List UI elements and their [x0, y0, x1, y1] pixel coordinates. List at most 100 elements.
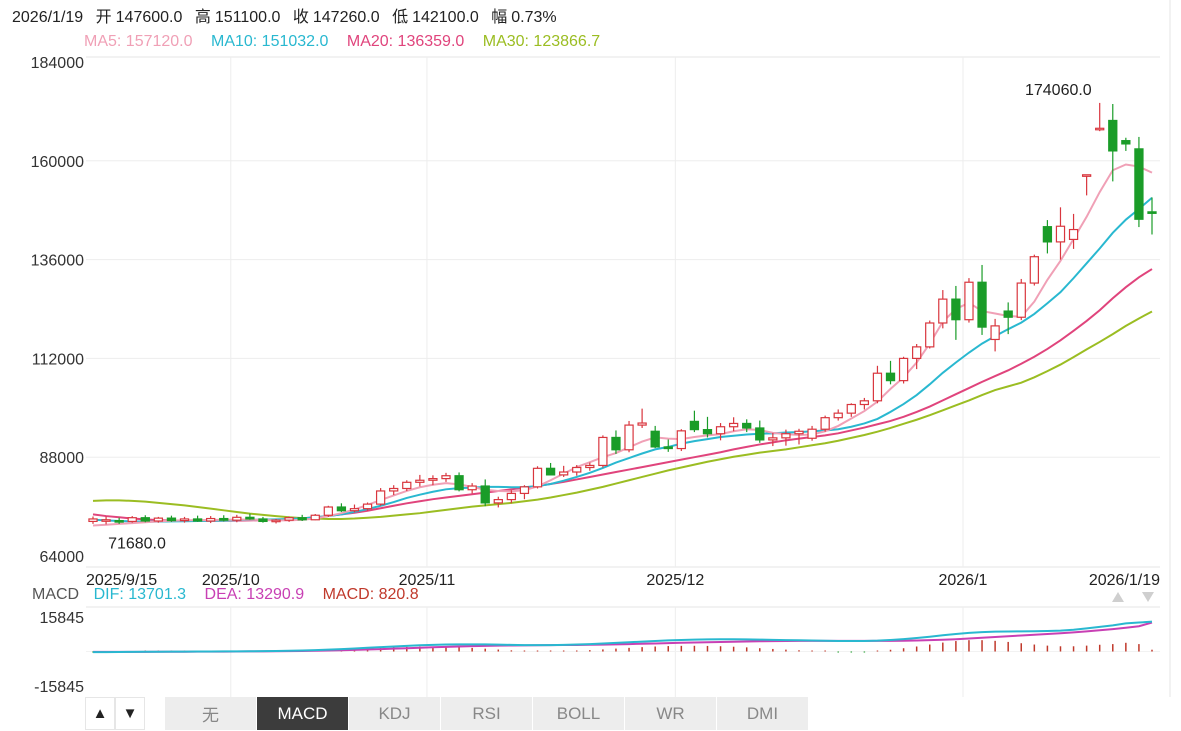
- macd-scroll-up-icon: [1112, 592, 1124, 602]
- candle-down: [114, 519, 124, 523]
- candle-up: [1095, 127, 1105, 131]
- date-tick-label: 2026/1/19: [1089, 572, 1160, 589]
- candle-down: [689, 420, 700, 431]
- ma30-line: [92, 310, 1153, 520]
- candle-up: [781, 433, 791, 439]
- candle-up: [532, 467, 543, 488]
- tab-kdj[interactable]: KDJ: [349, 697, 440, 730]
- macd-scroll-down-icon: [1142, 592, 1154, 602]
- candle-down: [219, 517, 229, 521]
- candle-down: [192, 518, 203, 522]
- candle-up: [467, 485, 477, 491]
- candle-up: [794, 430, 804, 435]
- high-value: 151100.0: [214, 9, 281, 26]
- candle-up: [153, 517, 164, 522]
- dea-line: [92, 621, 1153, 653]
- tab-rsi[interactable]: RSI: [441, 697, 532, 730]
- candle-up: [179, 518, 190, 522]
- tab-macd[interactable]: MACD: [257, 697, 348, 730]
- candle-up: [271, 519, 281, 523]
- tab-wr[interactable]: WR: [625, 697, 716, 730]
- tab-none[interactable]: 无: [165, 697, 256, 730]
- macd-indicator-name: MACD: [32, 586, 80, 603]
- candle-up: [1029, 256, 1039, 284]
- info-date: 2026/1/19: [12, 9, 84, 26]
- candle-up: [1055, 225, 1066, 243]
- price-tick-label: 184000: [31, 55, 84, 72]
- candle-up: [938, 298, 948, 324]
- ma30-legend: MA30: 123866.7: [482, 33, 601, 50]
- candle-up: [493, 499, 503, 504]
- ma5-legend: MA5: 157120.0: [84, 33, 193, 50]
- macd-tick-label: -15845: [34, 679, 84, 696]
- candle-down: [140, 517, 150, 522]
- candle-down: [545, 467, 556, 476]
- candle-up: [389, 487, 399, 492]
- candle-down: [297, 517, 307, 521]
- candle-down: [336, 506, 347, 512]
- amplitude-label: 幅: [491, 9, 508, 26]
- candle-up: [349, 508, 360, 512]
- ma10-line: [92, 196, 1153, 523]
- date-tick-label: 2025/9/15: [86, 572, 157, 589]
- candle-up: [872, 372, 883, 402]
- tab-dmi[interactable]: DMI: [717, 697, 808, 730]
- dif-line: [92, 620, 1153, 654]
- date-tick-label: 2026/1: [938, 572, 987, 589]
- min-price-label: 71680.0: [108, 535, 166, 552]
- price-tick-label: 88000: [40, 450, 85, 467]
- candle-up: [807, 428, 817, 439]
- candle-up: [323, 506, 333, 516]
- candle-up: [88, 518, 98, 523]
- candle-down: [1003, 310, 1013, 318]
- price-tick-label: 160000: [31, 154, 84, 171]
- candle-up: [284, 517, 294, 521]
- candle-up: [964, 281, 974, 321]
- candle-up: [637, 422, 647, 426]
- macd-legend: MACD DIF: 13701.3 DEA: 13290.9 MACD: 820…: [32, 586, 433, 604]
- kline-chart[interactable]: 184000 160000 136000 112000 88000 640002025/9…: [0, 0, 1181, 697]
- candle-down: [650, 430, 660, 448]
- candle-down: [885, 372, 896, 382]
- arrow-up-icon[interactable]: ▲: [85, 697, 115, 730]
- high-label: 高: [194, 9, 211, 26]
- candle-up: [728, 422, 739, 428]
- candle-down: [1121, 140, 1131, 145]
- candle-up: [676, 430, 686, 450]
- candle-up: [1068, 228, 1079, 241]
- candle-down: [454, 475, 464, 491]
- candle-up: [310, 514, 320, 521]
- candle-up: [101, 519, 111, 522]
- ma5-line: [92, 163, 1153, 527]
- tab-boll[interactable]: BOLL: [533, 697, 624, 730]
- candle-up: [559, 471, 569, 476]
- candle-down: [951, 298, 961, 321]
- candle-down: [480, 485, 490, 504]
- candle-up: [833, 412, 843, 419]
- close-label: 收: [292, 9, 309, 26]
- candle-up: [506, 492, 517, 501]
- candle-up: [362, 503, 373, 510]
- candle-down: [1147, 211, 1157, 214]
- max-price-label: 174060.0: [1025, 82, 1092, 99]
- low-label: 低: [392, 9, 409, 26]
- candle-down: [755, 427, 765, 441]
- candle-down: [702, 429, 713, 435]
- arrow-down-icon[interactable]: ▼: [115, 697, 145, 730]
- candle-down: [977, 281, 987, 328]
- candle-down: [1042, 226, 1053, 243]
- candle-down: [742, 422, 752, 429]
- candle-up: [415, 479, 425, 483]
- date-tick-label: 2025/10: [202, 572, 260, 589]
- open-value: 147600.0: [115, 9, 183, 26]
- amplitude-value: 0.73%: [511, 9, 557, 26]
- candle-up: [1016, 282, 1026, 318]
- open-label: 开: [95, 9, 112, 26]
- ma10-legend: MA10: 151032.0: [210, 33, 329, 50]
- candle-up: [912, 346, 922, 359]
- price-tick-label: 112000: [32, 351, 84, 368]
- candle-up: [859, 400, 870, 406]
- ma20-line: [92, 268, 1153, 522]
- low-value: 142100.0: [412, 9, 479, 26]
- candle-up: [715, 426, 726, 435]
